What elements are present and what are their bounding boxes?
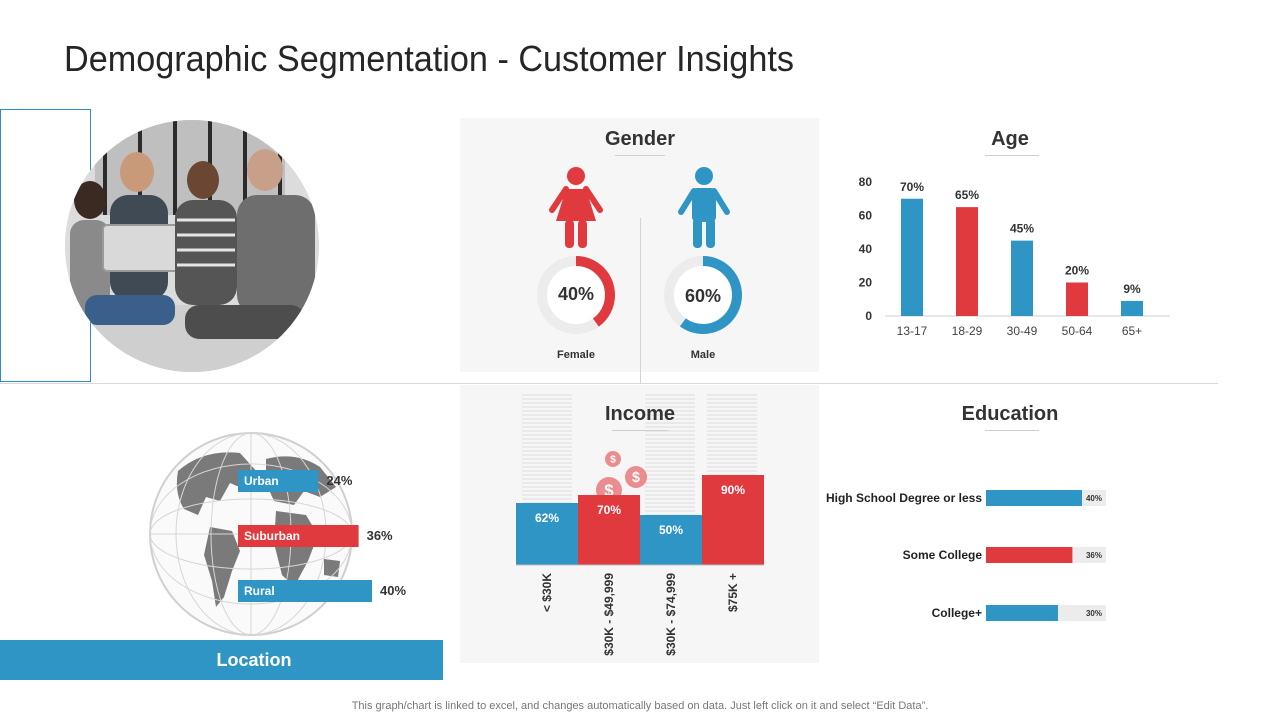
age-y-tick: 60: [859, 209, 873, 223]
age-bar: [1011, 240, 1033, 316]
age-y-tick: 80: [859, 175, 873, 189]
location-data-label: 36%: [367, 528, 393, 543]
education-title-underline: [985, 430, 1039, 431]
location-bar: [238, 525, 359, 547]
location-data-label: 24%: [326, 473, 352, 488]
education-bar: [986, 605, 1058, 621]
income-bar: [640, 515, 702, 565]
age-x-tick: 13-17: [897, 324, 928, 338]
location-bars: Urban 24% Suburban 36% Rural 40%: [238, 470, 406, 602]
education-bar: [986, 547, 1073, 563]
age-x-tick: 30-49: [1007, 324, 1038, 338]
location-banner: Location: [0, 640, 443, 680]
income-bar: [702, 475, 764, 565]
income-data-label: 90%: [721, 483, 745, 497]
male-percentage: 60%: [684, 286, 722, 306]
income-x-tick: $75K +: [726, 573, 740, 612]
female-donut: [537, 256, 615, 334]
customer-group-photo: [65, 120, 319, 372]
education-bar: [986, 490, 1082, 506]
income-data-label: 50%: [659, 523, 683, 537]
income-data-label: 62%: [535, 511, 559, 525]
education-data-label: 36%: [1086, 551, 1102, 560]
female-percentage: 40%: [557, 284, 595, 304]
male-person-icon: [678, 167, 730, 248]
age-data-label: 20%: [1065, 264, 1089, 278]
age-data-label: 70%: [900, 180, 924, 194]
age-data-label: 45%: [1010, 222, 1034, 236]
income-title-underline: [612, 430, 668, 431]
age-x-tick: 65+: [1122, 324, 1142, 338]
income-bar: [516, 503, 578, 565]
location-category-label: Suburban: [244, 529, 300, 543]
gender-title: Gender: [604, 128, 676, 150]
education-chart: High School Degree or less 40% Some Colleg…: [826, 490, 1106, 621]
age-data-label: 65%: [955, 188, 979, 202]
dollar-sign: $: [632, 470, 640, 486]
gender-panel: [460, 118, 819, 372]
female-person-icon: [549, 167, 603, 248]
dollar-sign: $: [610, 455, 616, 466]
location-data-label: 40%: [380, 583, 406, 598]
education-title: Education: [961, 403, 1059, 425]
age-x-tick: 18-29: [952, 324, 983, 338]
footnote: This graph/chart is linked to excel, and…: [351, 700, 929, 712]
gender-divider: [640, 218, 641, 384]
age-y-tick: 0: [865, 309, 872, 323]
age-bar: [901, 198, 923, 316]
education-category-label: Some College: [903, 548, 983, 562]
location-bar: [238, 470, 319, 492]
section-divider: [0, 383, 1218, 384]
income-x-tick: $30K - $74,999: [664, 573, 678, 656]
age-data-label: 9%: [1123, 282, 1141, 296]
income-x-tick: < $30K: [540, 573, 554, 612]
age-bar: [956, 207, 978, 316]
education-category-label: High School Degree or less: [826, 491, 982, 505]
income-x-tick: $30K - $49,999: [602, 573, 616, 656]
age-x-tick: 50-64: [1062, 324, 1093, 338]
age-y-tick: 40: [859, 242, 873, 256]
dollar-coin: [605, 451, 621, 467]
dollar-sign: $: [604, 481, 614, 500]
age-y-tick: 20: [859, 276, 873, 290]
female-label: Female: [557, 349, 595, 361]
age-title-underline: [985, 155, 1039, 156]
male-label: Male: [690, 349, 716, 361]
income-data-label: 70%: [597, 503, 621, 517]
income-bar: [578, 495, 640, 565]
education-category-label: College+: [932, 606, 982, 620]
age-chart: 0 20 40 60 80 70% 13-17 65% 18-29 45% 30-49 20% 50-6…: [859, 175, 1170, 338]
education-data-label: 40%: [1086, 494, 1102, 503]
income-title: Income: [604, 403, 676, 425]
gender-title-underline: [615, 155, 665, 156]
location-bar: [238, 580, 372, 602]
income-chart: $ $ $62% < $30K 70% $30K - $49,999 50% $30K - $…: [516, 394, 764, 656]
education-data-label: 30%: [1086, 609, 1102, 618]
age-title: Age: [991, 128, 1029, 150]
location-category-label: Urban: [244, 474, 279, 488]
page-title: Demographic Segmentation - Customer Insi…: [64, 38, 794, 79]
age-bar: [1066, 282, 1088, 316]
age-bar: [1121, 300, 1143, 316]
dollar-coin: [625, 466, 647, 488]
location-title: Location: [216, 649, 292, 670]
location-category-label: Rural: [244, 584, 275, 598]
male-donut: [664, 256, 742, 334]
